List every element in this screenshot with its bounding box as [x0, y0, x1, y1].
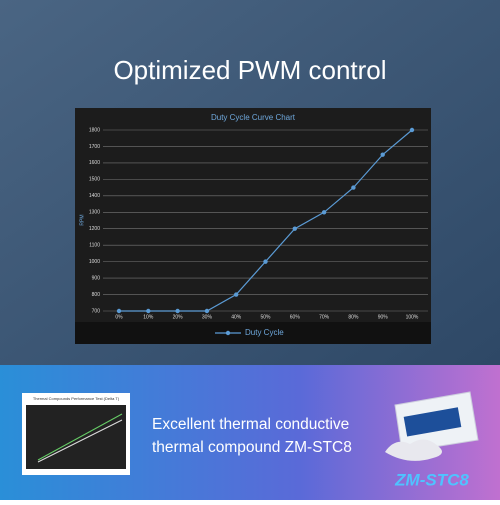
- x-tick-label: 20%: [173, 314, 184, 320]
- data-point: [204, 308, 210, 314]
- x-tick-label: 80%: [348, 314, 359, 320]
- y-tick-label: 1300: [89, 210, 100, 216]
- data-point: [380, 152, 385, 157]
- legend-bar: [75, 322, 431, 344]
- legend-marker: [225, 330, 231, 336]
- plot: 700 800 900 1000 1100 1200 1300 1400 1500 1600 170…: [89, 127, 428, 337]
- data-point: [351, 185, 356, 190]
- heading: Optimized PWM control: [113, 55, 386, 85]
- data-point: [234, 292, 239, 297]
- data-point: [175, 308, 180, 314]
- chart-title: Duty Cycle Curve Chart: [211, 113, 296, 122]
- y-tick-label: 1500: [89, 177, 100, 183]
- data-point: [292, 226, 297, 231]
- y-tick-label: 1800: [89, 127, 100, 133]
- data-point: [263, 259, 268, 264]
- x-tick-label: 30%: [202, 314, 213, 320]
- inset-title: Thermal Compounds Performance Test (Delt…: [33, 396, 120, 401]
- y-tick-label: 700: [92, 308, 101, 314]
- y-tick-label: 1600: [89, 160, 100, 166]
- y-tick-label: 1000: [89, 259, 100, 265]
- x-tick-label: 60%: [290, 314, 301, 320]
- chart-frame: [75, 108, 431, 344]
- data-point: [409, 127, 415, 133]
- product: ZM-STC8: [385, 391, 479, 489]
- x-tick-label: 50%: [260, 314, 271, 320]
- inset-line: [37, 419, 123, 463]
- data-point: [116, 308, 122, 314]
- x-tick-label: 100%: [406, 314, 419, 320]
- x-tick-label: 10%: [143, 314, 154, 320]
- y-tick-label: 900: [92, 275, 101, 281]
- legend-label: Duty Cycle: [245, 328, 284, 337]
- inset-line: [37, 413, 123, 461]
- y-tick-label: 1100: [89, 243, 100, 249]
- data-point: [146, 308, 151, 314]
- x-tick-label: 40%: [231, 314, 242, 320]
- x-tick-label: 70%: [319, 314, 330, 320]
- y-tick-label: 800: [92, 292, 101, 298]
- feature-line: Excellent thermal conductive: [152, 416, 349, 433]
- feature-line: thermal compound ZM-STC8: [152, 439, 352, 456]
- inset-plot: [26, 405, 126, 469]
- product-box: [403, 407, 462, 437]
- y-axis-label: RPM: [79, 214, 85, 225]
- x-tick-label: 90%: [378, 314, 389, 320]
- y-tick-label: 1700: [89, 144, 100, 150]
- x-tick-label: 0%: [115, 314, 123, 320]
- y-tick-label: 1200: [89, 226, 100, 232]
- product-label: ZM-STC8: [394, 470, 469, 489]
- data-point: [321, 210, 327, 215]
- product-paste: [385, 439, 442, 461]
- y-tick-label: 1400: [89, 193, 100, 199]
